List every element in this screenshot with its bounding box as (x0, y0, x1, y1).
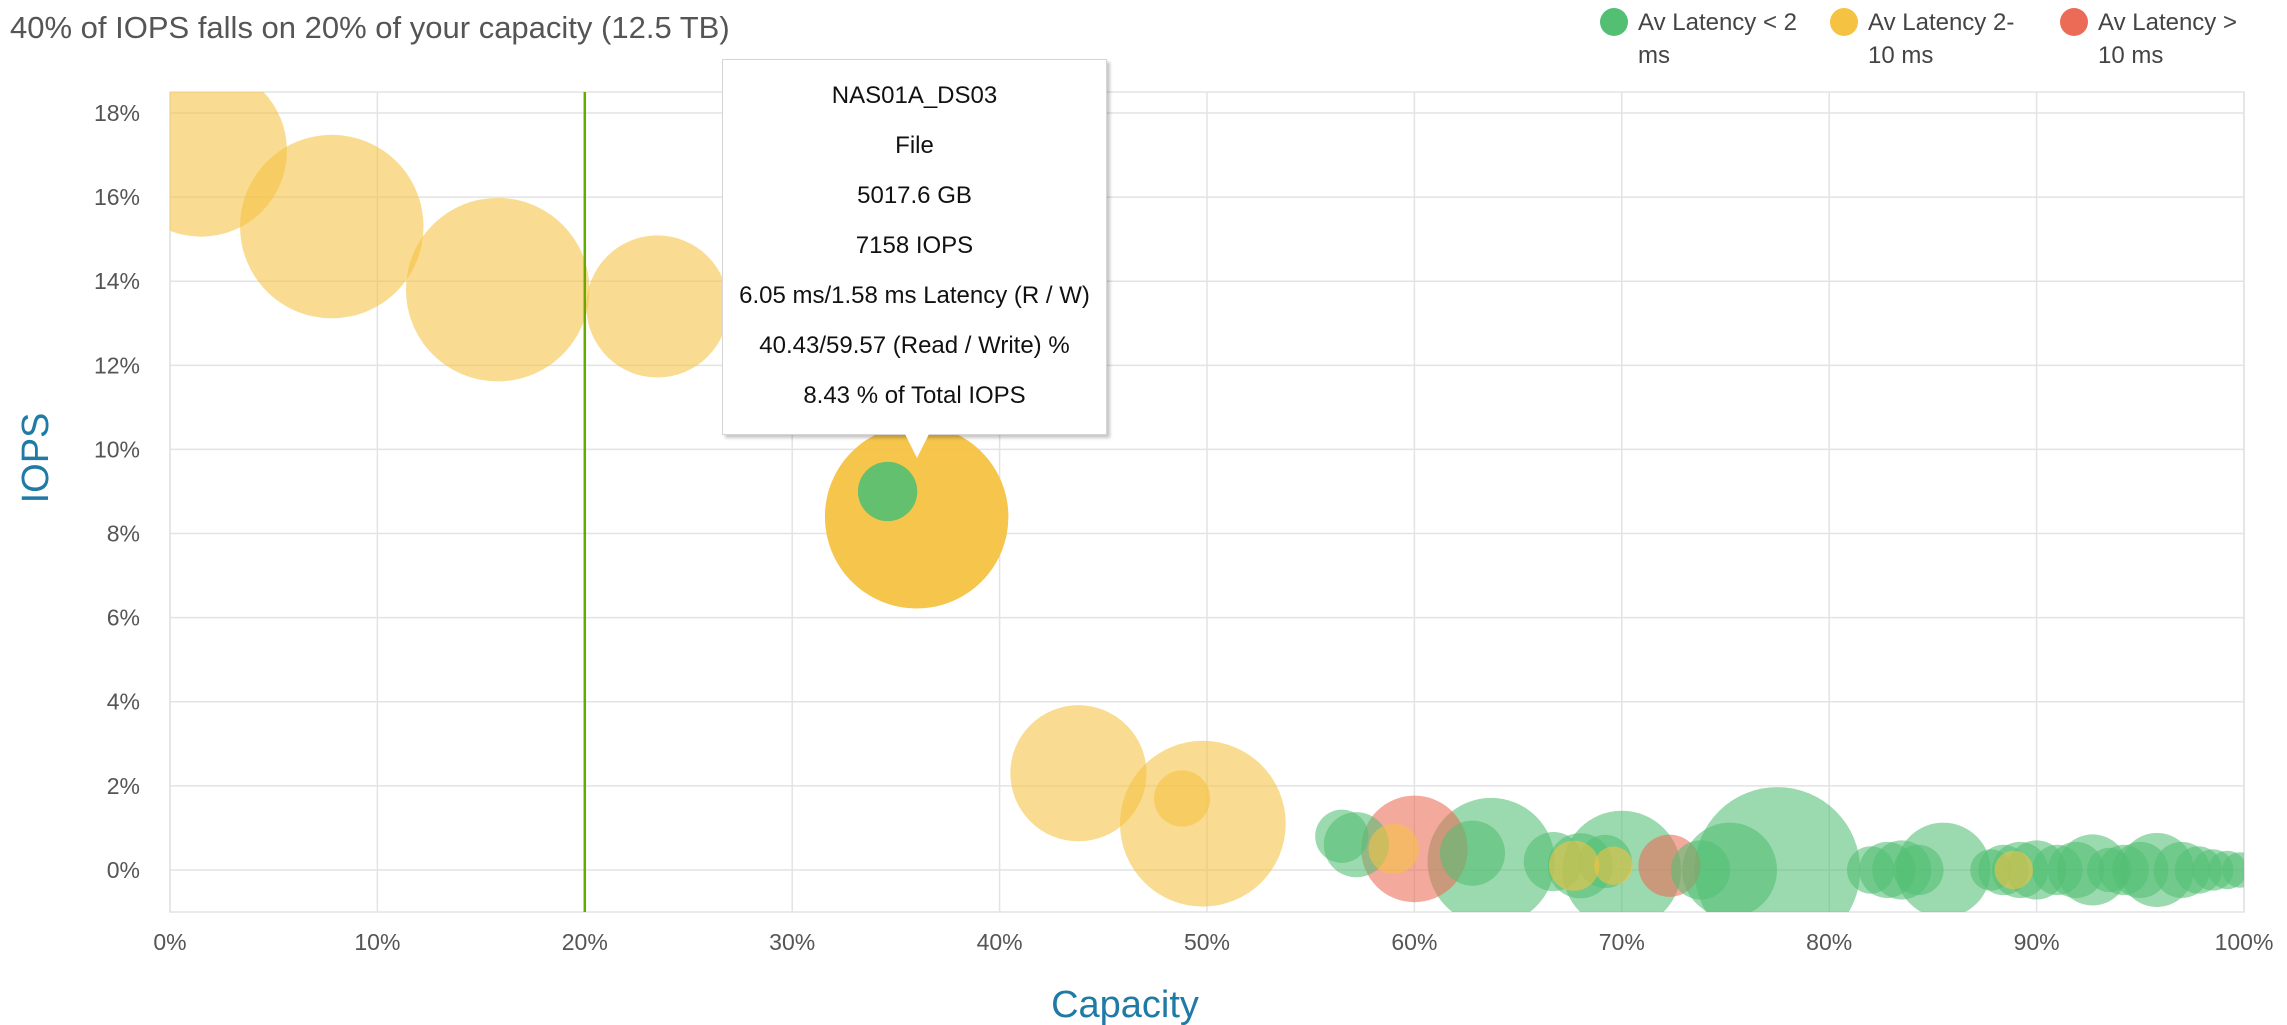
bubble-low-latency[interactable] (1893, 844, 1944, 896)
x-tick-label: 100% (2215, 929, 2274, 955)
y-tick-label: 12% (94, 352, 140, 378)
bubble-mid-latency[interactable] (1368, 823, 1419, 875)
bubble-mid-latency[interactable] (1153, 770, 1211, 827)
y-tick-label: 2% (107, 773, 140, 799)
x-tick-label: 40% (977, 929, 1023, 955)
bubble-low-latency[interactable] (1315, 809, 1369, 863)
bubble-low-latency[interactable] (1671, 840, 1731, 900)
bubble-mid-latency[interactable] (1548, 840, 1600, 891)
legend-marker-green (1600, 8, 1628, 36)
y-tick-label: 4% (107, 689, 140, 715)
y-tick-label: 0% (107, 857, 140, 883)
tooltip-read-write: 40.43/59.57 (Read / Write) % (759, 332, 1070, 359)
x-tick-label: 90% (2014, 929, 2060, 955)
tooltip-type: File (895, 132, 934, 159)
x-tick-label: 60% (1391, 929, 1437, 955)
legend-label-mid-latency: Av Latency 2-10 ms (1868, 9, 2015, 69)
tooltip-iops: 7158 IOPS (855, 232, 974, 259)
x-tick-label: 20% (562, 929, 608, 955)
legend-marker-yellow (1830, 8, 1858, 36)
bubble-low-latency[interactable] (858, 461, 918, 522)
bubble-mid-latency[interactable] (1594, 846, 1633, 885)
y-tick-label: 18% (94, 100, 140, 126)
y-tick-label: 14% (94, 268, 140, 294)
y-tick-label: 16% (94, 184, 140, 210)
bubble-mid-latency[interactable] (586, 235, 729, 378)
x-tick-label: 30% (769, 929, 815, 955)
y-tick-label: 8% (107, 521, 140, 547)
tooltip-pointer (903, 430, 931, 458)
bubble-mid-latency[interactable] (240, 134, 424, 319)
legend-label-high-latency: Av Latency > 10 ms (2098, 9, 2237, 69)
y-tick-label: 10% (94, 436, 140, 462)
bubble-low-latency[interactable] (1847, 846, 1895, 894)
axis-ticks: 0% 10% 20% 30% 40% 50% 60% 70% 80% 90% 100% 0% 2% 4% 6… (94, 92, 2273, 955)
y-tick-label: 6% (107, 605, 140, 631)
legend-marker-red (2060, 8, 2088, 36)
bubble-mid-latency[interactable] (115, 65, 287, 237)
tooltip-capacity: 5017.6 GB (857, 182, 972, 209)
x-axis-title: Capacity (1051, 984, 1199, 1025)
bubble-series (115, 65, 2258, 912)
bubble-mid-latency[interactable] (1010, 705, 1147, 842)
bubble-low-latency[interactable] (1439, 820, 1506, 886)
legend-label-low-latency: Av Latency < 2 ms (1638, 9, 1797, 69)
x-tick-label: 70% (1599, 929, 1645, 955)
x-tick-label: 80% (1806, 929, 1852, 955)
x-tick-label: 50% (1184, 929, 1230, 955)
bubble-mid-latency[interactable] (1994, 850, 2034, 890)
bubble-low-latency[interactable] (2086, 847, 2132, 893)
bubble-low-latency[interactable] (2032, 844, 2083, 896)
bubble-low-latency[interactable] (2222, 852, 2258, 888)
tooltip-datastore-name: NAS01A_DS03 (831, 82, 998, 109)
x-tick-label: 10% (354, 929, 400, 955)
tooltip-total-iops-share: 8.43 % of Total IOPS (803, 382, 1026, 409)
chart-title: 40% of IOPS falls on 20% of your capacit… (10, 10, 730, 45)
legend: Av Latency < 2 ms Av Latency 2-10 ms Av … (1600, 4, 2260, 74)
bubble-mid-latency[interactable] (405, 197, 590, 382)
tooltip-latency: 6.05 ms/1.58 ms Latency (R / W) (739, 282, 1090, 309)
y-axis-title: IOPS (15, 413, 57, 504)
x-tick-label: 0% (153, 929, 186, 955)
tooltip: NAS01A_DS03 File 5017.6 GB 7158 IOPS 6.0… (722, 59, 1107, 435)
